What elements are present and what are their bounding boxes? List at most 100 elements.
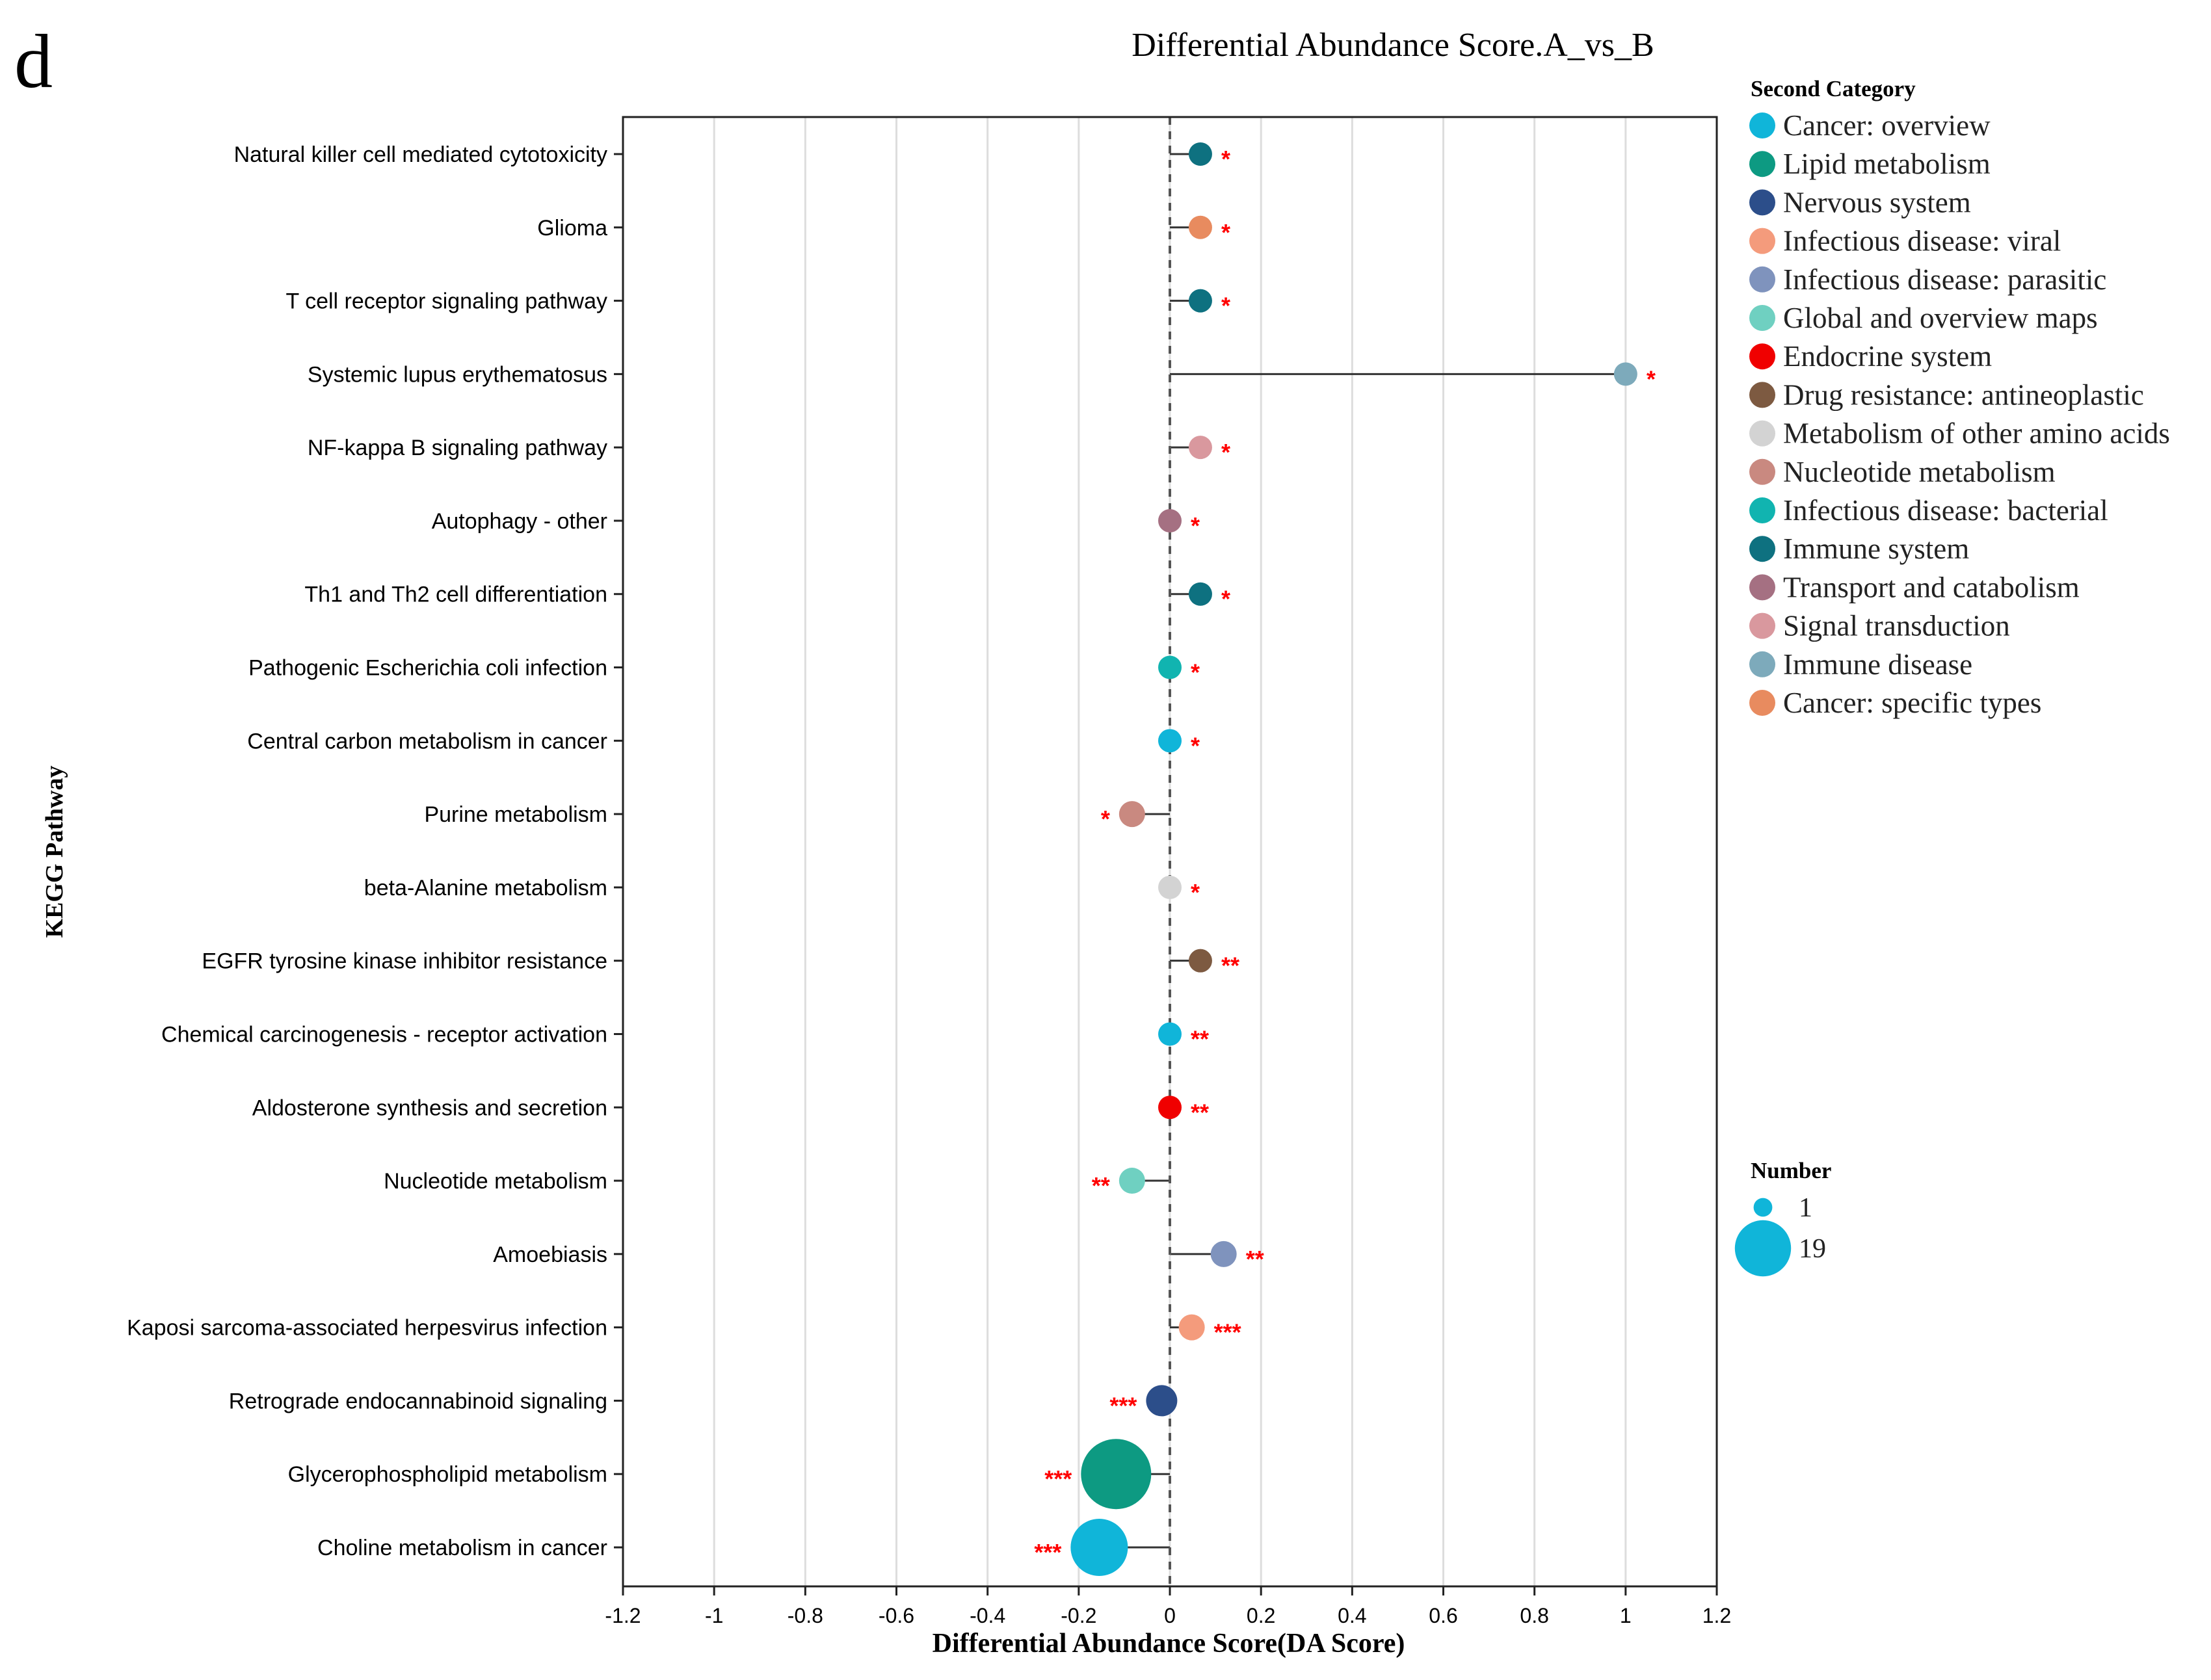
x-tick-label: 0.2	[1247, 1604, 1275, 1627]
legend-swatch	[1749, 420, 1775, 447]
data-point	[1188, 436, 1212, 460]
significance-marker: ***	[1109, 1392, 1137, 1419]
data-point	[1188, 582, 1212, 606]
data-point	[1188, 215, 1212, 239]
y-tick-label: Th1 and Th2 cell differentiation	[304, 583, 607, 607]
significance-marker: **	[1191, 1099, 1209, 1125]
legend-swatch	[1749, 151, 1775, 177]
significance-marker: **	[1092, 1172, 1110, 1199]
data-point	[1188, 949, 1212, 973]
legend-label: Nucleotide metabolism	[1783, 456, 2056, 488]
x-tick-label: -0.2	[1061, 1604, 1096, 1627]
legend-second-category: Second Category Cancer: overview Lipid me…	[1749, 76, 2170, 719]
significance-marker: **	[1191, 1025, 1209, 1052]
data-point	[1188, 289, 1212, 313]
y-axis-label: KEGG Pathway	[41, 766, 68, 938]
data-point	[1158, 875, 1182, 899]
legend-label: Endocrine system	[1783, 340, 1992, 373]
significance-marker: *	[1191, 512, 1200, 539]
y-tick-label: T cell receptor signaling pathway	[285, 289, 607, 314]
legend-swatch	[1749, 189, 1775, 216]
legend-title: Second Category	[1751, 76, 1916, 101]
significance-marker: **	[1246, 1246, 1264, 1272]
significance-marker: *	[1191, 732, 1200, 759]
stem-layer	[1099, 153, 1626, 1549]
size-legend-bubble	[1753, 1198, 1773, 1217]
significance-marker: *	[1221, 146, 1230, 172]
legend-swatch	[1749, 112, 1775, 138]
significance-marker: *	[1191, 879, 1200, 906]
x-tick-label: 1	[1620, 1604, 1632, 1627]
significance-marker: *	[1221, 439, 1230, 466]
x-axis-ticks: -1.2 -1 -0.8 -0.6 -0.4 -0.2 0 0.2 0.4 0.6 0.8 1 1.2	[605, 1586, 1731, 1627]
x-tick-label: -0.8	[788, 1604, 823, 1627]
data-point	[1210, 1240, 1237, 1267]
y-tick-label: Systemic lupus erythematosus	[308, 362, 607, 387]
significance-marker: *	[1101, 806, 1110, 832]
significance-marker: ***	[1034, 1539, 1061, 1566]
y-tick-label: Glycerophospholipid metabolism	[288, 1462, 607, 1487]
data-point	[1188, 142, 1212, 166]
size-legend-bubble	[1734, 1220, 1792, 1277]
legend-label: Transport and catabolism	[1783, 571, 2080, 603]
significance-marker: *	[1221, 293, 1230, 319]
legend-label: Lipid metabolism	[1783, 148, 1991, 180]
legend-label: Metabolism of other amino acids	[1783, 417, 2170, 450]
y-tick-label: NF-kappa B signaling pathway	[308, 436, 607, 460]
legend-swatch	[1749, 266, 1775, 293]
legend-swatch	[1749, 651, 1775, 677]
y-tick-label: Glioma	[537, 216, 607, 241]
legend-number-title: Number	[1751, 1158, 1831, 1183]
data-point	[1158, 1096, 1182, 1120]
y-tick-label: Nucleotide metabolism	[384, 1169, 607, 1194]
size-legend-label: 19	[1799, 1234, 1826, 1264]
x-tick-label: -0.4	[970, 1604, 1005, 1627]
x-tick-label: 0.6	[1429, 1604, 1457, 1627]
x-tick-label: -1	[705, 1604, 723, 1627]
y-tick-label: beta-Alanine metabolism	[364, 876, 607, 900]
x-tick-label: 0	[1164, 1604, 1176, 1627]
significance-marker: ***	[1214, 1319, 1241, 1346]
x-tick-label: 1.2	[1702, 1604, 1731, 1627]
significance-marker: **	[1221, 952, 1239, 979]
legend-label: Immune disease	[1783, 648, 1972, 681]
panel-label: d	[14, 19, 53, 104]
y-tick-label: EGFR tyrosine kinase inhibitor resistanc…	[202, 949, 607, 974]
data-point	[1158, 1022, 1182, 1046]
data-point	[1158, 729, 1182, 753]
legend-number: Number 1 19	[1734, 1158, 1831, 1277]
data-point	[1178, 1314, 1205, 1341]
y-tick-label: Choline metabolism in cancer	[317, 1536, 607, 1560]
significance-marker: *	[1647, 365, 1656, 392]
data-point	[1146, 1385, 1178, 1417]
x-tick-label: -0.6	[879, 1604, 914, 1627]
y-tick-label: Amoebiasis	[493, 1242, 607, 1267]
y-tick-label: Pathogenic Escherichia coli infection	[248, 656, 607, 681]
legend-label: Infectious disease: parasitic	[1783, 263, 2106, 296]
significance-marker: *	[1221, 586, 1230, 612]
legend-swatch	[1749, 458, 1775, 485]
legend-label: Global and overview maps	[1783, 302, 2098, 334]
legend-label: Cancer: specific types	[1783, 687, 2041, 719]
y-tick-label: Retrograde endocannabinoid signaling	[229, 1389, 607, 1413]
legend-swatch	[1749, 536, 1775, 562]
data-point	[1119, 1168, 1145, 1194]
x-tick-label: 0.4	[1338, 1604, 1366, 1627]
significance-marker: *	[1191, 659, 1200, 686]
y-tick-label: Chemical carcinogenesis - receptor activ…	[161, 1022, 607, 1047]
legend-swatch	[1749, 574, 1775, 601]
legend-label: Immune system	[1783, 532, 1969, 565]
data-point	[1158, 655, 1182, 679]
legend-label: Infectious disease: bacterial	[1783, 494, 2108, 527]
legend-label: Drug resistance: antineoplastic	[1783, 378, 2144, 411]
legend-swatch	[1749, 690, 1775, 716]
x-tick-label: -1.2	[605, 1604, 641, 1627]
data-point	[1158, 508, 1182, 532]
y-tick-label: Autophagy - other	[432, 509, 607, 534]
significance-marker: ***	[1044, 1465, 1072, 1492]
legend-swatch	[1749, 612, 1775, 639]
chart-title: Differential Abundance Score.A_vs_B	[1132, 27, 1654, 64]
legend-swatch	[1749, 497, 1775, 523]
legend-label: Infectious disease: viral	[1783, 225, 2061, 257]
